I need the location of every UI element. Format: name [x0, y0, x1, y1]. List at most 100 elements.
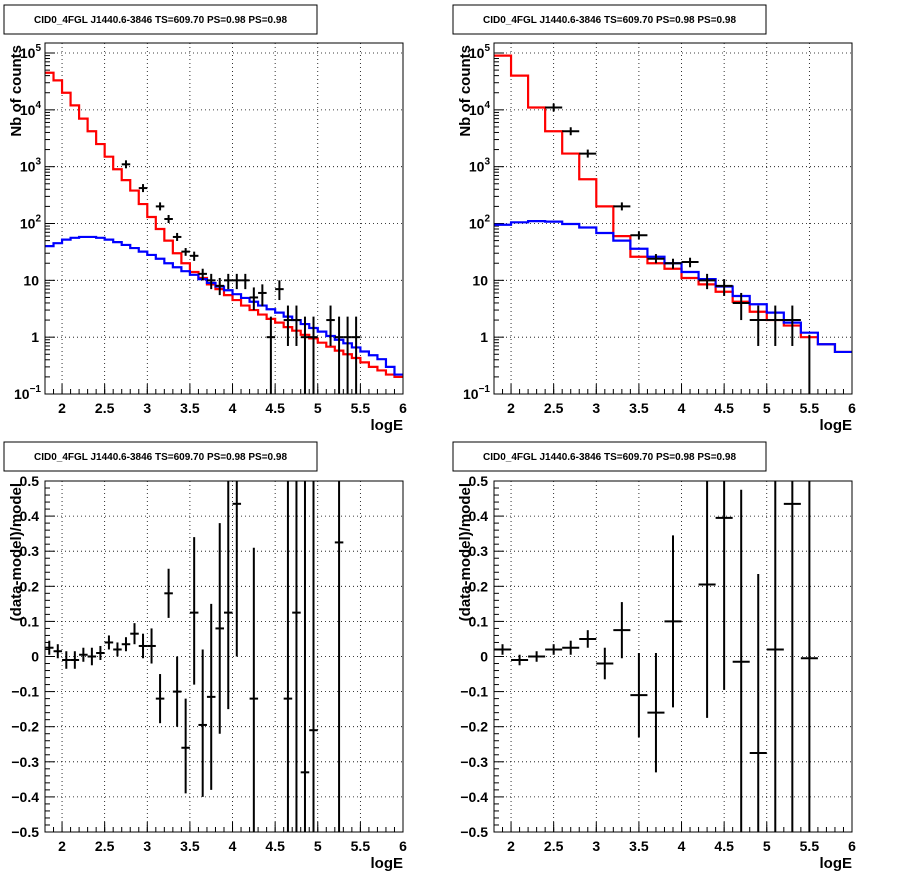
data-point — [732, 489, 750, 832]
y-tick-label: 104 — [20, 100, 42, 118]
axis-ticks — [44, 52, 404, 395]
x-tick-label: 5.5 — [800, 400, 820, 416]
histogram-series-1 — [45, 71, 403, 378]
x-tick-label: 4.5 — [265, 400, 285, 416]
data-point — [562, 640, 580, 655]
data-point — [249, 287, 259, 311]
x-tick-label: 2.5 — [544, 838, 564, 854]
x-tick-label: 3.5 — [180, 838, 200, 854]
y-tick-label: 102 — [20, 214, 42, 232]
data-point — [309, 481, 318, 832]
data-point — [241, 273, 250, 290]
chart-title: CID0_4FGL J1440.6-3846 TS=609.70 PS=0.98… — [34, 15, 287, 26]
x-tick-label: 2.5 — [544, 400, 564, 416]
chart-panel-3: CID0_4FGL J1440.6-3846 TS=609.70 PS=0.98… — [3, 441, 407, 872]
data-point — [164, 215, 173, 224]
data-point — [275, 280, 284, 301]
y-tick-label: 0.1 — [469, 613, 489, 629]
x-tick-label: 2.5 — [95, 838, 115, 854]
chart-title: CID0_4FGL J1440.6-3846 TS=609.70 PS=0.98… — [34, 452, 287, 463]
chart-panel-4: CID0_4FGL J1440.6-3846 TS=609.70 PS=0.98… — [452, 441, 856, 872]
y-tick-label: −0.4 — [11, 789, 39, 805]
y-tick-label: 0.5 — [469, 473, 489, 489]
x-tick-label: 3 — [143, 838, 151, 854]
y-tick-label: 0.3 — [20, 543, 40, 559]
x-tick-label: 3 — [592, 400, 600, 416]
data-point — [511, 654, 529, 666]
data-point — [53, 644, 63, 659]
x-tick-label: 4.5 — [265, 838, 285, 854]
data-point — [292, 305, 301, 346]
x-tick-label: 5 — [763, 838, 771, 854]
data-point — [766, 481, 784, 832]
x-tick-label: 2 — [58, 400, 66, 416]
data-point — [283, 305, 293, 346]
x-tick-label: 6 — [848, 400, 856, 416]
data-point — [300, 481, 310, 832]
data-point — [749, 574, 767, 832]
data-point — [664, 258, 682, 269]
data-point — [155, 202, 165, 211]
x-axis-label: logE — [820, 855, 853, 872]
data-point — [266, 316, 276, 394]
data-point — [545, 644, 563, 655]
x-tick-label: 6 — [399, 400, 407, 416]
data-point — [224, 273, 233, 290]
x-tick-label: 4 — [229, 838, 237, 854]
x-tick-label: 3.5 — [629, 838, 649, 854]
y-tick-label: −0.5 — [460, 824, 488, 840]
data-point — [800, 481, 818, 832]
data-point — [172, 656, 182, 727]
x-tick-label: 2.5 — [95, 400, 115, 416]
x-tick-label: 6 — [399, 838, 407, 854]
data-point — [647, 254, 665, 264]
data-point — [343, 316, 352, 394]
title-box — [452, 441, 767, 472]
data-point — [749, 305, 767, 346]
y-tick-label: 105 — [20, 43, 42, 61]
data-point — [351, 316, 361, 394]
y-tick-label: 105 — [469, 43, 491, 61]
data-point — [334, 481, 344, 832]
x-tick-label: 2 — [507, 400, 515, 416]
data-point — [596, 647, 614, 680]
x-tick-label: 2 — [507, 838, 515, 854]
y-tick-label: 10 — [23, 272, 39, 288]
data-point — [96, 645, 105, 661]
y-tick-label: 0 — [480, 649, 488, 665]
data-point — [232, 481, 242, 657]
data-point — [494, 644, 512, 655]
data-point — [579, 149, 597, 158]
data-point — [62, 651, 71, 669]
chart-title: CID0_4FGL J1440.6-3846 TS=609.70 PS=0.98… — [483, 452, 736, 463]
data-point — [172, 232, 182, 241]
y-tick-label: 10 — [472, 272, 488, 288]
y-tick-label: −0.4 — [460, 789, 488, 805]
x-tick-label: 4 — [229, 400, 237, 416]
data-point — [309, 316, 318, 394]
plot-frame — [44, 480, 404, 833]
data-point — [545, 103, 563, 112]
data-point — [206, 603, 216, 790]
data-point — [138, 184, 148, 193]
x-tick-label: 3 — [592, 838, 600, 854]
y-tick-label: 0.4 — [469, 508, 489, 524]
data-point — [715, 279, 733, 297]
data-point — [215, 523, 224, 734]
y-axis-label: Nb of counts — [457, 45, 474, 137]
data-point — [664, 535, 682, 708]
data-point — [783, 481, 801, 832]
data-point — [783, 305, 801, 346]
data-point — [613, 602, 631, 659]
x-axis-label: logE — [820, 417, 853, 434]
data-point — [630, 652, 648, 738]
data-point — [198, 649, 207, 797]
x-tick-label: 5.5 — [351, 838, 371, 854]
y-tick-label: −0.2 — [460, 719, 488, 735]
y-tick-label: 10−1 — [14, 384, 41, 402]
title-box — [452, 4, 767, 35]
plot-frame — [493, 42, 853, 395]
data-point — [121, 160, 131, 169]
data-point — [206, 273, 216, 290]
